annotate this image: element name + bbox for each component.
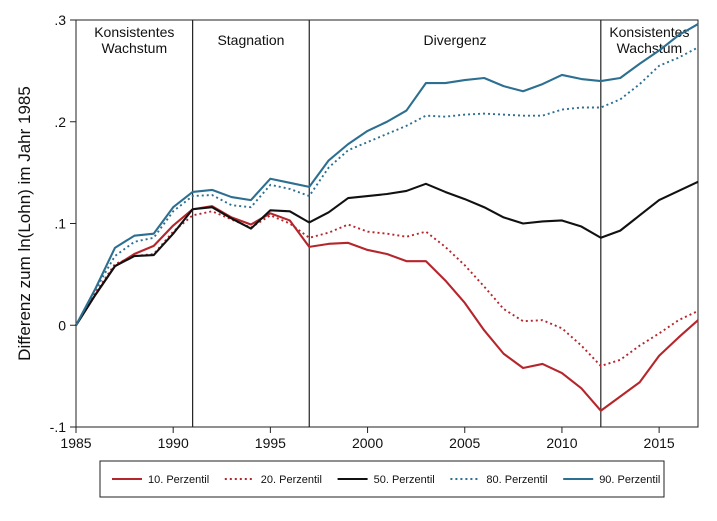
x-tick-label: 2000 xyxy=(352,435,383,451)
series-lines xyxy=(75,23,699,412)
phase-label: Stagnation xyxy=(217,32,284,48)
x-tick-label: 2010 xyxy=(546,435,577,451)
x-tick-label: 1990 xyxy=(158,435,189,451)
phase-label: Divergenz xyxy=(424,32,487,48)
y-tick-label: .3 xyxy=(54,12,66,28)
phase-label: Konsistentes Wachstum xyxy=(609,24,689,56)
x-tick-label: 2015 xyxy=(644,435,675,451)
phase-label: Konsistentes Wachstum xyxy=(94,24,174,56)
legend-label: 90. Perzentil xyxy=(599,474,660,486)
x-tick-label: 1985 xyxy=(60,435,91,451)
y-tick-label: -.1 xyxy=(50,419,67,435)
series-line xyxy=(75,180,699,326)
y-axis: -.1 0 .1 .2 .3 xyxy=(50,12,76,435)
legend: 10. Perzentil 20. Perzentil 50. Perzentil 8… xyxy=(99,460,665,498)
legend-label: 20. Perzentil xyxy=(261,474,322,486)
legend-label: 50. Perzentil xyxy=(374,474,435,486)
legend-label: 80. Perzentil xyxy=(486,474,547,486)
y-tick-label: .1 xyxy=(54,216,66,232)
y-tick-label: 0 xyxy=(58,317,66,333)
y-tick-label: .2 xyxy=(54,114,66,130)
y-axis-label: Differenz zum ln(Lohn) im Jahr 1985 xyxy=(15,86,34,361)
legend-label: 10. Perzentil xyxy=(148,474,209,486)
series-line xyxy=(75,23,699,326)
x-axis: 1985 1990 1995 2000 2005 2010 2015 xyxy=(60,427,675,451)
series-line xyxy=(75,205,699,412)
x-tick-label: 1995 xyxy=(255,435,286,451)
x-tick-label: 2005 xyxy=(449,435,480,451)
